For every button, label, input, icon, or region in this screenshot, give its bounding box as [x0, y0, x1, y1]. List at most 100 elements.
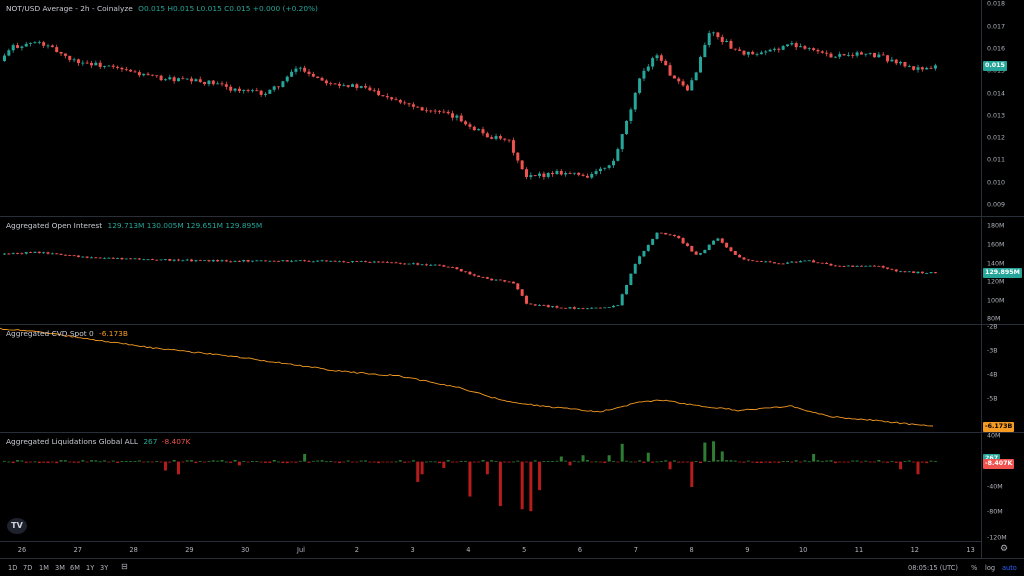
price-candle — [633, 92, 637, 110]
price-candle — [842, 54, 846, 56]
axis-tick-label: 0.010 — [987, 179, 1006, 187]
price-candle — [777, 48, 781, 50]
tradingview-logo[interactable]: TV — [7, 518, 27, 534]
liquidation-bar — [111, 460, 115, 462]
price-candle — [346, 85, 350, 87]
oi-candle — [3, 253, 6, 255]
oi-candle — [799, 261, 803, 263]
liquidation-bar — [203, 461, 207, 463]
pane-divider[interactable] — [0, 432, 1024, 433]
price-candle — [542, 173, 546, 177]
liquidation-bar — [433, 461, 437, 463]
liquidation-bar — [155, 460, 159, 462]
pane-divider[interactable] — [0, 324, 1024, 325]
liquidations-pane[interactable]: Aggregated Liquidations Global ALL 267 -… — [0, 433, 981, 541]
time-axis-label: 30 — [240, 546, 250, 554]
time-axis-label: 2 — [354, 546, 359, 554]
range-1m-button[interactable]: 1M — [39, 564, 49, 572]
oi-legend: Aggregated Open Interest 129.713M 130.00… — [6, 221, 262, 230]
price-candle — [855, 52, 859, 56]
oi-candle — [577, 308, 581, 310]
liquidation-bar — [416, 461, 420, 482]
liquidation-bar — [177, 461, 180, 475]
price-candle — [364, 86, 368, 88]
oi-candle — [459, 269, 463, 272]
price-candle — [155, 75, 159, 77]
liquidation-bar — [98, 461, 102, 463]
liq-axis[interactable] — [981, 433, 1024, 541]
oi-candle — [807, 260, 811, 262]
price-candle — [912, 66, 916, 70]
oi-candle — [725, 242, 729, 248]
oi-candle — [377, 261, 381, 263]
price-candle — [725, 40, 729, 43]
oi-candle — [116, 258, 120, 259]
price-candle — [168, 77, 172, 80]
settings-gear-icon[interactable]: ⚙ — [1000, 544, 1009, 554]
percent-toggle[interactable]: % — [971, 564, 978, 572]
range-6m-button[interactable]: 6M — [70, 564, 80, 572]
price-candle — [807, 48, 811, 49]
price-candle — [329, 83, 333, 85]
oi-candle — [864, 265, 868, 267]
time-axis[interactable]: 26 27 28 29 30 Jul 2 3 4 5 6 7 8 9 10 11 12 13 — [0, 541, 981, 559]
price-candle — [242, 90, 246, 92]
price-pane[interactable]: NOT/USD Average - 2h - Coinalyze O0.015 … — [0, 0, 981, 216]
price-candle — [890, 59, 894, 62]
range-1d-button[interactable]: 1D — [8, 564, 18, 572]
log-toggle[interactable]: log — [985, 564, 996, 572]
auto-toggle[interactable]: auto — [1002, 564, 1017, 572]
liquidation-bar — [446, 460, 450, 462]
oi-candle — [194, 260, 198, 262]
calendar-range-icon[interactable]: ⊟ — [121, 562, 128, 571]
range-3y-button[interactable]: 3Y — [100, 564, 109, 572]
liquidation-bar — [620, 443, 624, 462]
pane-divider[interactable] — [0, 216, 1024, 217]
price-candle — [590, 173, 594, 178]
range-3m-button[interactable]: 3M — [55, 564, 65, 572]
time-axis-label: 12 — [910, 546, 919, 554]
oi-candle — [490, 278, 494, 281]
oi-candle — [886, 267, 890, 269]
oi-candle — [842, 266, 846, 267]
open-interest-pane[interactable]: Aggregated Open Interest 129.713M 130.00… — [0, 217, 981, 324]
price-candle — [507, 139, 511, 141]
clock-time[interactable]: 08:05:15 (UTC) — [908, 564, 958, 572]
cvd-pane[interactable]: Aggregated CVD Spot 0 -6.173B — [0, 325, 981, 432]
price-candle — [794, 43, 798, 48]
range-1y-button[interactable]: 1Y — [86, 564, 95, 572]
oi-candle — [124, 258, 128, 260]
price-candle — [359, 86, 363, 88]
price-candle — [290, 71, 294, 77]
oi-candle — [707, 244, 711, 251]
oi-candle — [190, 259, 194, 262]
price-axis[interactable] — [981, 0, 1024, 216]
oi-axis[interactable] — [981, 217, 1024, 324]
range-7d-button[interactable]: 7D — [23, 564, 33, 572]
oi-candle — [98, 257, 102, 259]
liquidation-bar — [398, 460, 402, 462]
liquidation-bar — [490, 460, 494, 462]
price-candle — [651, 58, 655, 67]
price-candle — [768, 49, 772, 52]
price-legend: NOT/USD Average - 2h - Coinalyze O0.015 … — [6, 4, 318, 13]
oi-candle — [103, 258, 107, 260]
cvd-axis[interactable] — [981, 325, 1024, 432]
liquidation-bar — [925, 461, 929, 464]
price-candle — [638, 78, 642, 93]
axis-tick-label: 140M — [987, 260, 1005, 268]
liquidation-bar — [190, 460, 194, 462]
liquidation-bar — [403, 461, 407, 463]
liquidation-bar — [464, 460, 468, 462]
oi-candle — [211, 260, 215, 262]
time-axis-label: 8 — [689, 546, 694, 554]
oi-candle — [137, 258, 141, 260]
price-candle — [250, 90, 254, 92]
liquidation-bar — [551, 461, 555, 462]
oi-candle — [438, 264, 441, 266]
oi-candle — [929, 272, 933, 274]
oi-candle — [42, 252, 46, 254]
price-candle — [324, 80, 328, 84]
price-candle — [337, 83, 341, 86]
oi-candle — [781, 263, 785, 265]
